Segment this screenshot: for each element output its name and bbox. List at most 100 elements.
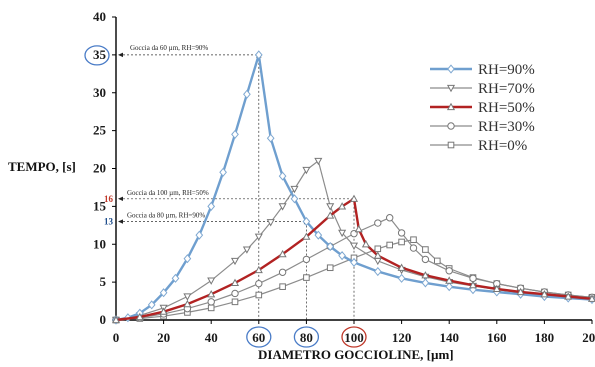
data-point bbox=[422, 246, 429, 253]
data-point bbox=[183, 293, 192, 301]
x-tick-label: 60 bbox=[252, 330, 265, 345]
series-group bbox=[111, 50, 595, 325]
y-tick-label: 0 bbox=[100, 312, 107, 327]
data-point bbox=[255, 279, 263, 288]
data-point bbox=[243, 89, 251, 99]
x-tick-label: 140 bbox=[439, 330, 459, 345]
data-point bbox=[374, 245, 382, 253]
data-point bbox=[421, 271, 430, 279]
data-point bbox=[446, 84, 456, 93]
data-point bbox=[207, 201, 216, 211]
data-point bbox=[398, 238, 405, 246]
data-point bbox=[354, 224, 363, 233]
legend-label: RH=0% bbox=[478, 138, 527, 154]
x-axis-label: DIAMETRO GOCCIOLINE, [µm] bbox=[258, 347, 454, 362]
data-point bbox=[374, 219, 382, 227]
data-point bbox=[207, 298, 215, 306]
data-point bbox=[231, 298, 239, 306]
y-marker-label: 13 bbox=[104, 217, 114, 227]
data-point bbox=[421, 255, 430, 264]
x-tick-group: 0 20 40 60 80 100 120 140 160 180 200 bbox=[113, 320, 595, 348]
data-point bbox=[147, 300, 156, 310]
y-tick-label: 5 bbox=[100, 274, 107, 289]
x-tick-label: 20 bbox=[157, 330, 170, 345]
data-point bbox=[447, 122, 455, 130]
data-point bbox=[386, 214, 394, 222]
data-point bbox=[326, 203, 335, 211]
data-point bbox=[386, 241, 393, 249]
data-point bbox=[231, 289, 239, 298]
data-point bbox=[338, 229, 347, 238]
data-point bbox=[135, 312, 144, 321]
data-point bbox=[446, 102, 456, 111]
data-point bbox=[445, 282, 454, 292]
legend-label: RH=30% bbox=[478, 119, 535, 135]
circled-tick-60 bbox=[246, 326, 272, 348]
data-point bbox=[421, 278, 430, 288]
data-point bbox=[516, 287, 525, 296]
data-point bbox=[159, 288, 168, 298]
legend-label: RH=70% bbox=[478, 81, 535, 97]
data-point bbox=[183, 299, 192, 308]
legend: RH=90% RH=70% RH=50% RH=30% RH=0% bbox=[430, 62, 535, 154]
guide-arrowhead bbox=[118, 52, 123, 58]
data-point bbox=[207, 290, 216, 298]
series-RH=50% bbox=[111, 194, 595, 324]
data-point bbox=[314, 230, 323, 240]
data-point bbox=[279, 283, 286, 290]
annotation-text: Goccia da 100 µm, RH=50% bbox=[127, 189, 209, 197]
x-tick-label: 180 bbox=[535, 330, 555, 345]
data-point bbox=[338, 202, 347, 210]
y-marker-label: 16 bbox=[104, 194, 114, 204]
data-point bbox=[350, 257, 358, 268]
data-point bbox=[445, 267, 453, 275]
data-point bbox=[326, 241, 335, 252]
data-point bbox=[326, 264, 334, 272]
data-point bbox=[349, 242, 359, 251]
y-tick-label: 35 bbox=[93, 47, 107, 62]
legend-entry: RH=90% bbox=[430, 62, 535, 78]
data-point bbox=[373, 251, 382, 259]
data-point bbox=[266, 219, 275, 227]
data-point bbox=[111, 315, 121, 324]
circled-y-marker bbox=[84, 45, 110, 66]
data-point bbox=[266, 133, 275, 143]
data-point bbox=[373, 266, 382, 277]
data-point bbox=[302, 232, 311, 240]
data-point bbox=[290, 194, 299, 204]
data-point bbox=[302, 166, 311, 175]
data-point bbox=[255, 291, 263, 299]
y-tick-label: 20 bbox=[93, 161, 106, 176]
data-point bbox=[409, 244, 418, 252]
guide-arrowhead bbox=[118, 219, 123, 224]
y-tick-label: 10 bbox=[93, 236, 106, 251]
data-point bbox=[230, 257, 240, 266]
legend-entry: RH=70% bbox=[430, 81, 535, 97]
data-point bbox=[564, 292, 573, 300]
x-tick-label: 120 bbox=[392, 330, 412, 345]
data-point bbox=[338, 251, 346, 261]
annotation-group: Goccia da 60 µm, RH=90% Goccia da 100 µm,… bbox=[84, 44, 209, 227]
data-point bbox=[303, 274, 310, 281]
data-point bbox=[447, 141, 455, 149]
data-point bbox=[302, 216, 311, 227]
data-point bbox=[447, 64, 455, 74]
data-point bbox=[290, 185, 299, 194]
data-point bbox=[254, 233, 263, 241]
data-point bbox=[492, 284, 501, 293]
y-tick-label: 30 bbox=[93, 85, 106, 100]
legend-entry: RH=0% bbox=[430, 138, 527, 154]
data-point bbox=[434, 257, 441, 265]
circled-tick-100 bbox=[341, 326, 367, 348]
data-point bbox=[314, 157, 323, 166]
data-point bbox=[231, 129, 239, 139]
y-tick-group: 0 5 10 15 20 25 30 35 40 bbox=[93, 9, 116, 327]
data-point bbox=[540, 290, 549, 298]
data-point bbox=[171, 273, 180, 283]
data-point bbox=[445, 276, 454, 284]
data-point bbox=[278, 171, 287, 181]
series-line bbox=[115, 197, 593, 322]
data-point bbox=[349, 194, 359, 202]
data-point bbox=[278, 203, 287, 211]
